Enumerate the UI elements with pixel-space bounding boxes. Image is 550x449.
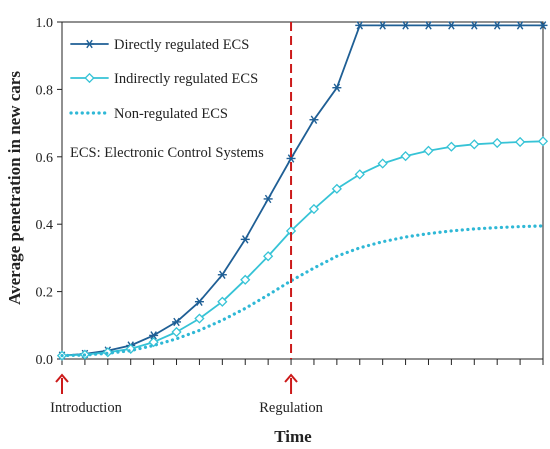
data-point-marker — [402, 21, 409, 30]
data-point-marker — [379, 21, 386, 30]
legend-note: ECS: Electronic Control Systems — [70, 145, 264, 161]
data-point-marker — [171, 326, 182, 338]
data-point-marker — [400, 151, 411, 162]
y-tick-label: 0.8 — [36, 83, 54, 98]
data-point-marker — [471, 21, 478, 30]
data-point-marker — [263, 251, 274, 262]
data-point-marker — [333, 83, 341, 92]
data-point-marker — [150, 331, 157, 340]
data-point-marker — [423, 145, 434, 156]
data-point-marker — [356, 21, 364, 30]
data-point-marker — [196, 297, 203, 306]
data-point-marker — [173, 317, 180, 327]
data-point-marker — [84, 72, 95, 84]
data-point-marker — [469, 139, 480, 150]
data-point-marker — [539, 21, 547, 30]
plot-area — [61, 21, 544, 360]
data-point-marker — [514, 136, 526, 148]
data-point-marker — [446, 141, 457, 152]
series-line — [61, 140, 544, 357]
series-line — [61, 24, 544, 357]
arrow-label-0: Introduction — [50, 400, 122, 416]
data-point-marker — [219, 270, 226, 279]
arrow-head-1 — [284, 373, 298, 383]
arrow-label-1: Regulation — [259, 400, 323, 416]
x-axis-label: Time — [274, 427, 312, 446]
data-point-marker — [240, 274, 251, 285]
data-point-marker — [241, 235, 249, 244]
series-0 — [57, 21, 548, 360]
data-point-marker — [194, 313, 205, 324]
y-axis-ticks: 0.0 0.2 0.4 0.6 0.8 1.0 — [36, 16, 62, 368]
y-axis-label: Average penetration in new cars — [5, 71, 24, 305]
data-point-marker — [537, 136, 549, 147]
legend-label-2: Non-regulated ECS — [114, 106, 228, 122]
y-tick-label: 1.0 — [36, 16, 54, 31]
data-point-marker — [448, 21, 455, 30]
arrow-head-0 — [55, 373, 69, 383]
legend-label-1: Indirectly regulated ECS — [114, 71, 258, 87]
data-point-marker — [264, 194, 272, 204]
y-tick-label: 0.0 — [36, 353, 54, 368]
y-tick-label: 0.4 — [36, 218, 54, 233]
data-point-marker — [377, 158, 388, 169]
y-tick-label: 0.2 — [36, 286, 54, 301]
data-point-marker — [354, 169, 365, 180]
plot-border — [61, 21, 544, 360]
data-point-marker — [287, 154, 295, 163]
data-point-marker — [425, 21, 432, 30]
y-tick-label: 0.6 — [36, 151, 54, 166]
data-point-marker — [492, 137, 503, 149]
data-point-marker — [148, 337, 159, 348]
legend: Directly regulated ECS Indirectly regulat… — [69, 37, 264, 161]
data-point-marker — [86, 39, 93, 49]
data-point-marker — [516, 21, 524, 30]
data-point-marker — [308, 203, 320, 215]
series-layer — [56, 21, 549, 361]
data-point-marker — [310, 115, 318, 124]
data-point-marker — [493, 21, 501, 30]
series-line — [60, 224, 545, 358]
series-2 — [60, 224, 545, 358]
series-1 — [56, 136, 549, 361]
annotations-layer: Introduction Regulation — [50, 22, 324, 416]
data-point-marker — [217, 296, 228, 307]
legend-label-0: Directly regulated ECS — [114, 37, 249, 53]
data-point-marker — [331, 183, 342, 194]
